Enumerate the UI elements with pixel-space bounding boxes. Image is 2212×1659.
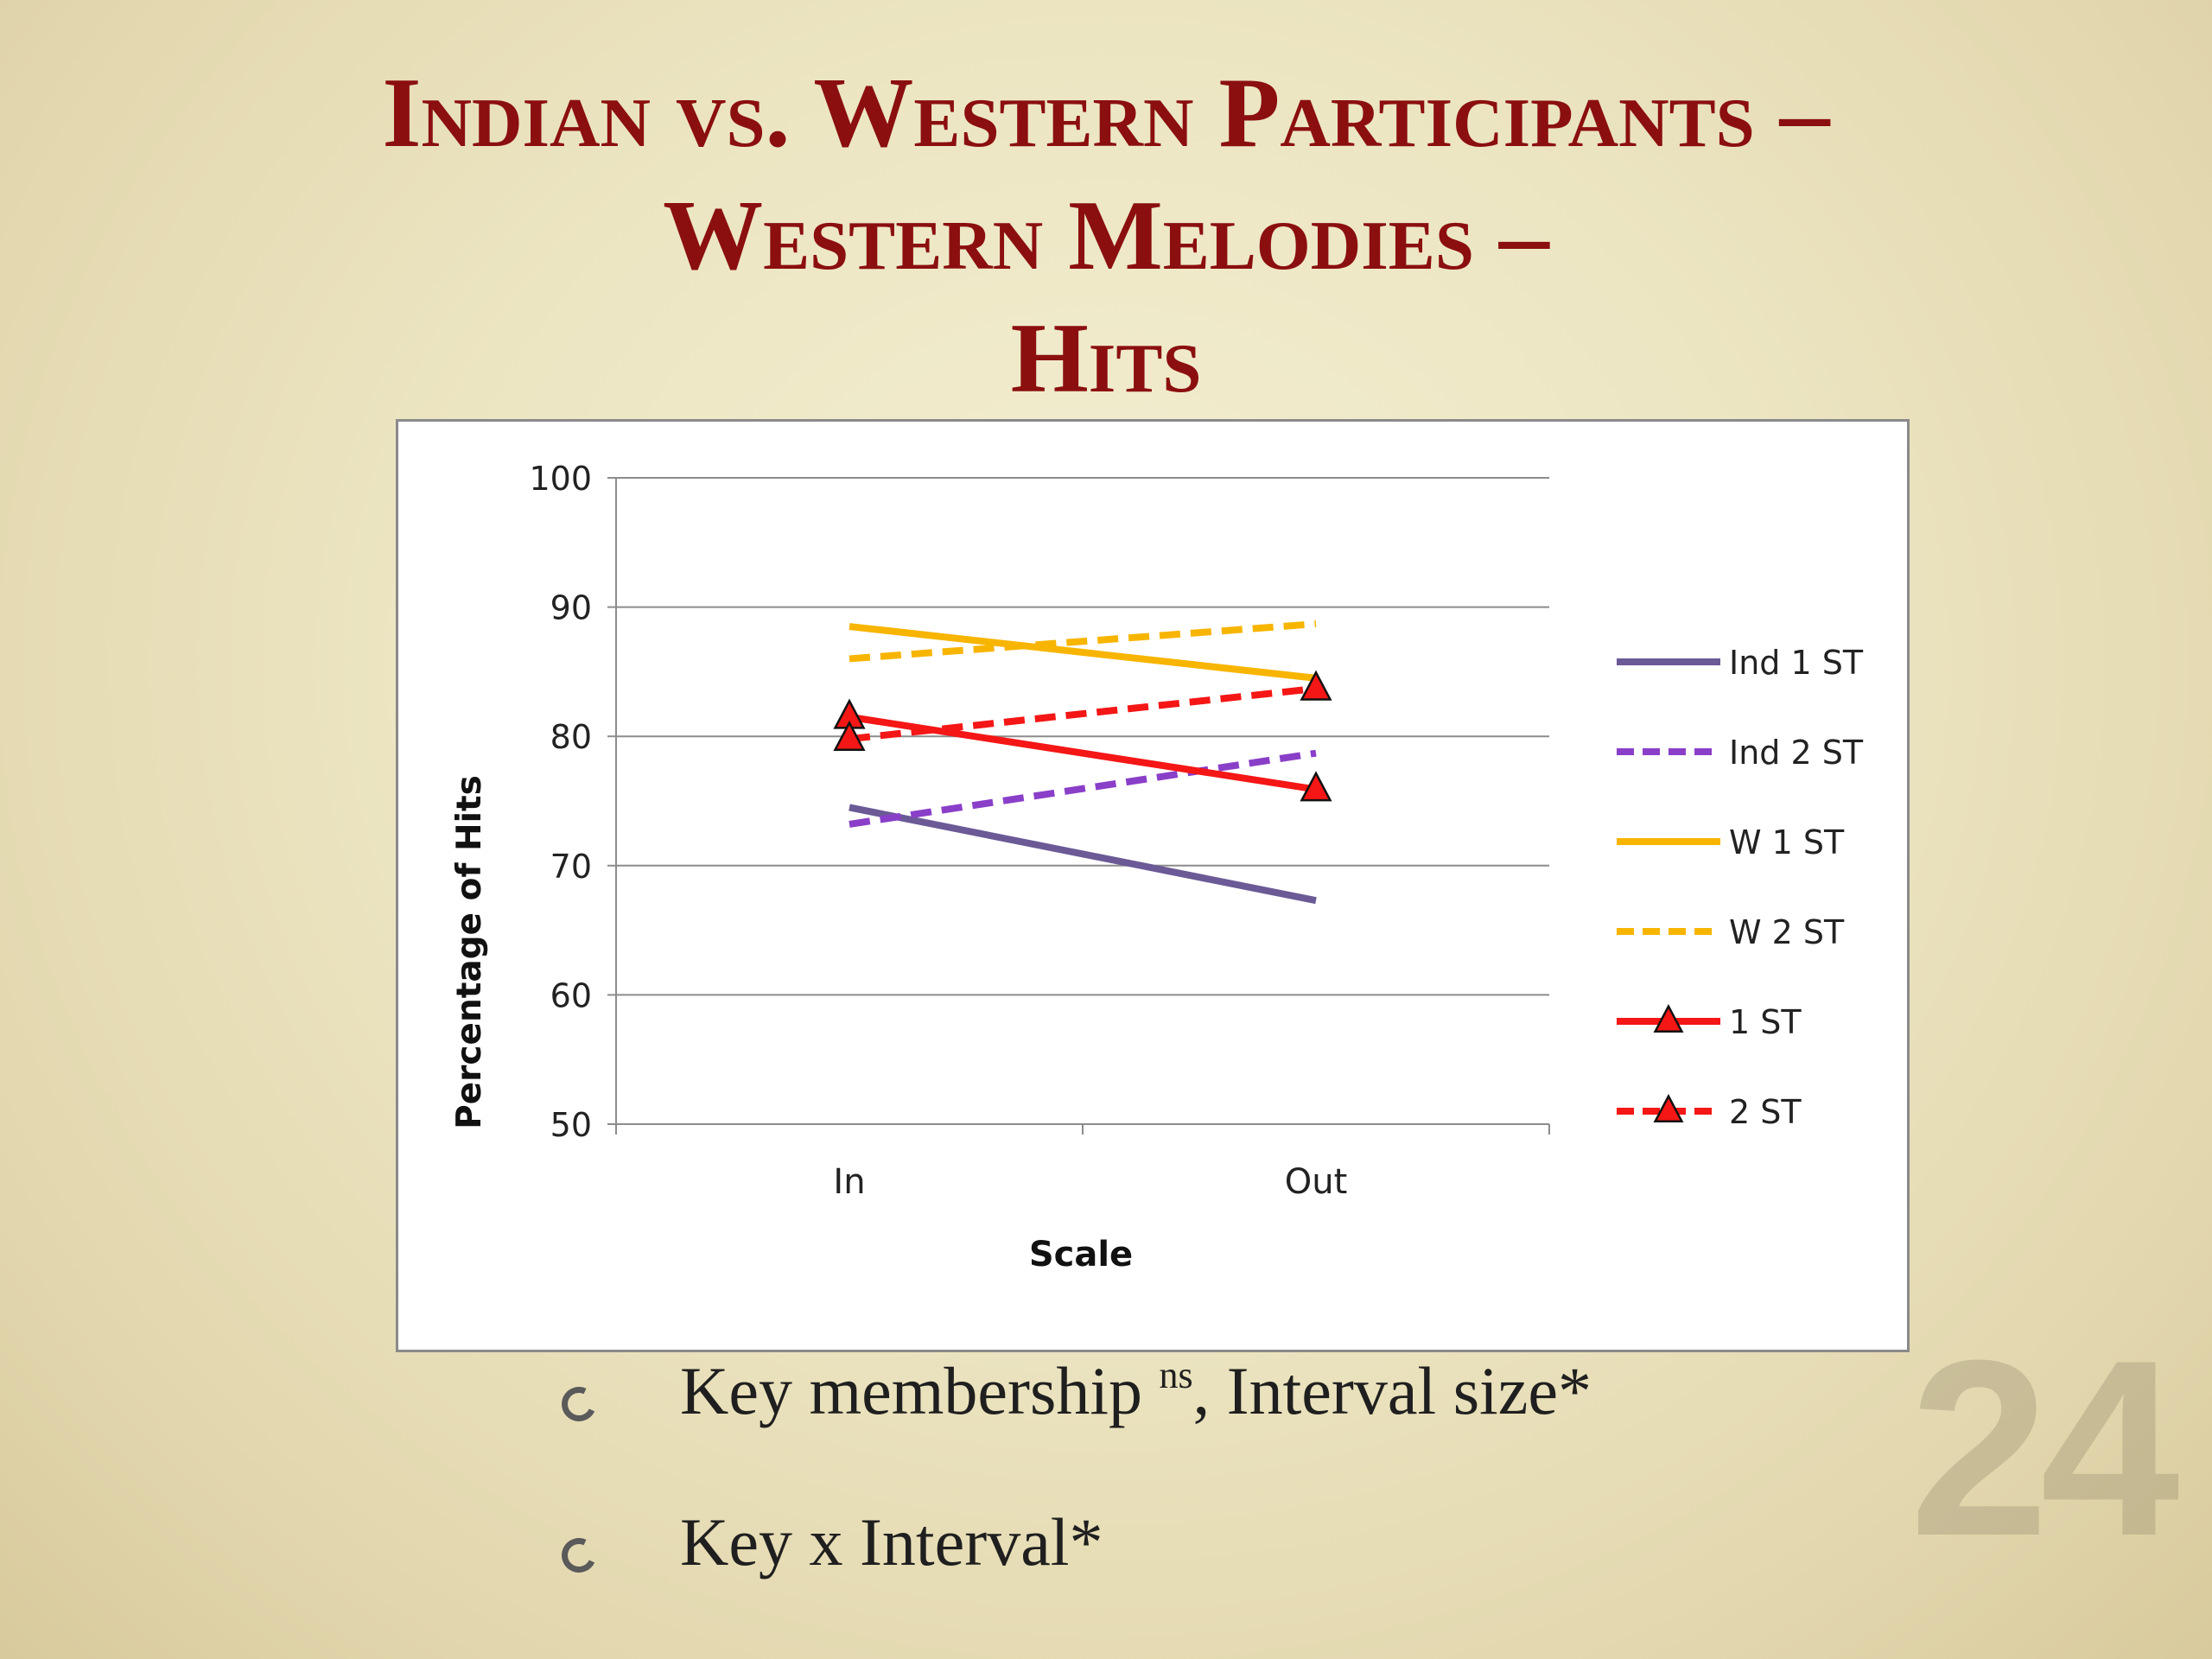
legend-item: W 1 ST [1617,823,1845,861]
slide-title: Indian vs. Western Participants – Wester… [0,52,2212,420]
series-line [849,623,1317,682]
legend-label: 1 ST [1729,1003,1802,1041]
slide-number: 24 [1910,1308,2180,1588]
legend-item: 1 ST [1617,1003,1802,1041]
x-tick-label: Out [1285,1162,1348,1202]
legend: Ind 1 ST Ind 2 ST W 1 ST W 2 ST 1 ST 2 ST [1617,644,1864,1131]
series-line [849,749,1317,828]
series-line [849,620,1317,663]
gridlines [616,477,1549,1125]
line-chart: 50 60 70 80 90 100 In Out Ind 1 ST Ind 2 ST W 1 S… [450,460,1864,1274]
axes: 50 60 70 80 90 100 In Out [529,460,1550,1202]
data-point [833,720,866,752]
bullet-text: Key membership ns, Interval size* [680,1353,1592,1428]
data-point [1300,771,1332,802]
y-axis-label: Percentage of Hits [450,775,489,1129]
x-axis-label: Scale [1029,1235,1133,1274]
series-line [849,713,1317,793]
legend-label: Ind 1 ST [1729,644,1864,682]
legend-marker [1653,1093,1684,1123]
series-line [849,684,1317,743]
y-tick-label: 90 [550,589,592,627]
y-tick-label: 100 [529,460,592,498]
series-line [849,804,1317,905]
legend-label: 2 ST [1729,1093,1802,1131]
legend-item: Ind 1 ST [1617,644,1864,682]
y-tick-label: 60 [550,976,592,1014]
series-lines [833,620,1332,905]
title-line-2: Western Melodies – [663,181,1549,291]
y-tick-label: 50 [550,1106,592,1144]
legend-label: W 1 ST [1729,823,1845,861]
y-tick-label: 70 [550,848,592,886]
title-line-1: Indian vs. Western Participants – [382,58,1830,168]
bullet-ring-icon [556,1533,601,1578]
legend-item: Ind 2 ST [1617,734,1864,772]
legend-item: 2 ST [1617,1093,1802,1131]
data-point [1300,670,1332,701]
legend-item: W 2 ST [1617,913,1845,951]
x-tick-label: In [833,1162,865,1202]
legend-label: W 2 ST [1729,913,1845,951]
chart-container: 50 60 70 80 90 100 In Out Ind 1 ST Ind 2 ST W 1 S… [396,419,1910,1352]
bullet-ring-icon [556,1382,601,1427]
legend-label: Ind 2 ST [1729,734,1864,772]
legend-marker [1653,1003,1684,1033]
y-tick-label: 80 [550,718,592,756]
title-line-3: Hits [1010,303,1202,414]
bullet-text: Key x Interval* [680,1504,1103,1580]
